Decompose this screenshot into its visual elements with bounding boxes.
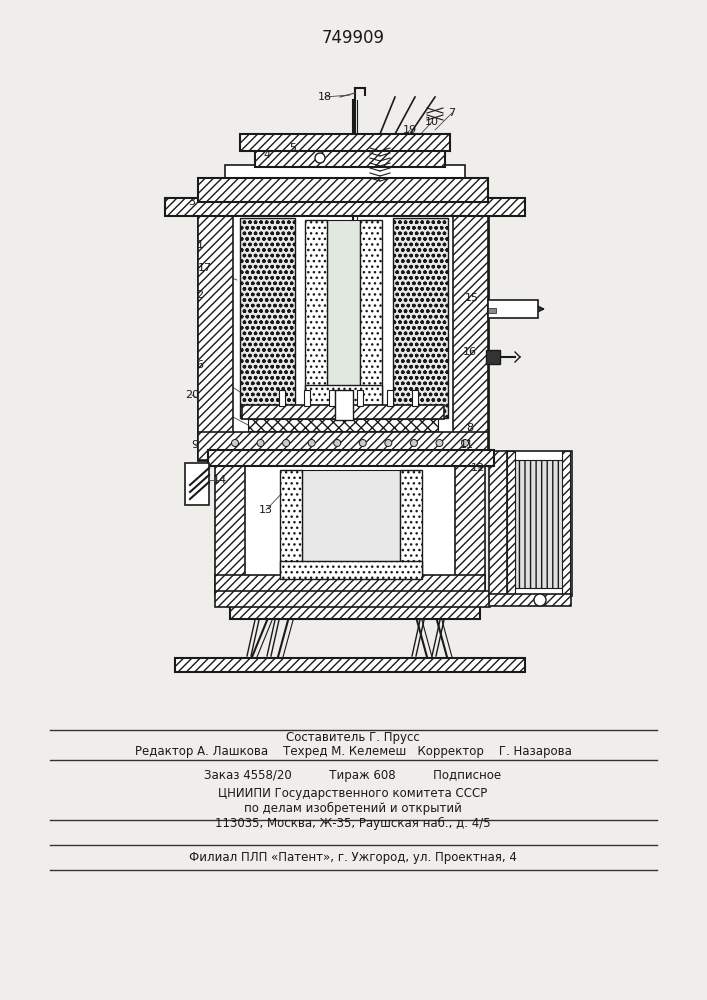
Text: 13: 13 <box>259 505 273 515</box>
Bar <box>208 450 494 466</box>
Bar <box>225 435 475 452</box>
Bar <box>489 451 507 596</box>
Text: 4: 4 <box>264 150 271 160</box>
Text: 7: 7 <box>448 108 455 118</box>
Circle shape <box>410 440 417 446</box>
Bar <box>302 470 400 561</box>
Text: 20: 20 <box>185 390 199 400</box>
Bar <box>488 300 538 318</box>
Bar <box>412 390 418 406</box>
Text: 8: 8 <box>467 423 474 433</box>
Text: 6: 6 <box>197 360 204 370</box>
Text: 113035, Москва, Ж-35, Раушская наб., д. 4/5: 113035, Москва, Ж-35, Раушская наб., д. … <box>215 816 491 830</box>
Circle shape <box>534 594 546 606</box>
Circle shape <box>315 153 325 163</box>
Bar <box>488 308 496 313</box>
Text: 15: 15 <box>465 293 479 303</box>
Bar <box>198 210 233 460</box>
Text: Филиал ПЛП «Патент», г. Ужгород, ул. Проектная, 4: Филиал ПЛП «Патент», г. Ужгород, ул. Про… <box>189 852 517 864</box>
Text: 749909: 749909 <box>322 29 385 47</box>
Bar <box>245 460 455 575</box>
Bar <box>233 210 453 432</box>
Circle shape <box>462 440 469 446</box>
Bar <box>335 390 353 420</box>
Circle shape <box>385 440 392 446</box>
Bar <box>215 591 490 607</box>
Bar <box>240 218 295 418</box>
Text: 17: 17 <box>198 263 212 273</box>
Text: 10: 10 <box>425 117 439 127</box>
Bar <box>248 419 438 431</box>
Bar <box>507 451 515 596</box>
Bar <box>329 390 335 406</box>
Bar <box>198 210 488 460</box>
Bar <box>304 390 310 406</box>
Text: 9: 9 <box>192 440 199 450</box>
Text: Заказ 4558/20          Тираж 608          Подписное: Заказ 4558/20 Тираж 608 Подписное <box>204 768 501 782</box>
Bar <box>305 220 327 405</box>
Circle shape <box>308 440 315 446</box>
Text: 5: 5 <box>289 143 296 153</box>
Bar <box>387 390 393 406</box>
Text: 16: 16 <box>463 347 477 357</box>
Bar <box>327 220 360 405</box>
Bar <box>455 460 485 595</box>
Bar <box>215 460 245 595</box>
Circle shape <box>359 440 366 446</box>
Bar <box>562 451 570 596</box>
Bar <box>280 470 302 575</box>
Bar <box>198 432 488 460</box>
Text: 19: 19 <box>403 125 417 135</box>
Circle shape <box>257 440 264 446</box>
Text: 2: 2 <box>197 290 204 300</box>
Text: ЦНИИПИ Государственного комитета СССР: ЦНИИПИ Государственного комитета СССР <box>218 786 488 800</box>
Bar <box>215 575 485 593</box>
Bar <box>280 561 422 579</box>
Bar <box>400 470 422 575</box>
Bar <box>489 594 571 606</box>
Bar <box>393 218 448 418</box>
Bar <box>255 149 445 167</box>
Text: 3: 3 <box>189 197 196 207</box>
Text: 1: 1 <box>197 240 204 250</box>
Bar <box>198 178 488 202</box>
Bar <box>360 220 382 405</box>
Text: 11: 11 <box>460 440 474 450</box>
Bar <box>453 210 488 460</box>
Circle shape <box>283 440 290 446</box>
Bar <box>165 198 525 216</box>
Bar <box>279 390 285 406</box>
Circle shape <box>231 440 238 446</box>
Bar <box>185 463 209 505</box>
Bar <box>240 134 450 151</box>
Bar <box>225 165 465 181</box>
Bar <box>507 451 572 596</box>
Bar <box>242 405 444 419</box>
Bar <box>357 390 363 406</box>
Bar <box>230 605 480 619</box>
Text: 14: 14 <box>213 475 227 485</box>
Circle shape <box>436 440 443 446</box>
Bar <box>515 460 563 588</box>
Bar <box>486 350 500 364</box>
Text: 18: 18 <box>318 92 332 102</box>
Text: Редактор А. Лашкова    Техред М. Келемеш   Корректор    Г. Назарова: Редактор А. Лашкова Техред М. Келемеш Ко… <box>134 746 571 758</box>
Text: Составитель Г. Прусс: Составитель Г. Прусс <box>286 732 420 744</box>
Text: 12: 12 <box>471 463 485 473</box>
Circle shape <box>334 440 341 446</box>
Bar <box>175 658 525 672</box>
Text: по делам изобретений и открытий: по делам изобретений и открытий <box>244 801 462 815</box>
Bar <box>305 385 382 405</box>
